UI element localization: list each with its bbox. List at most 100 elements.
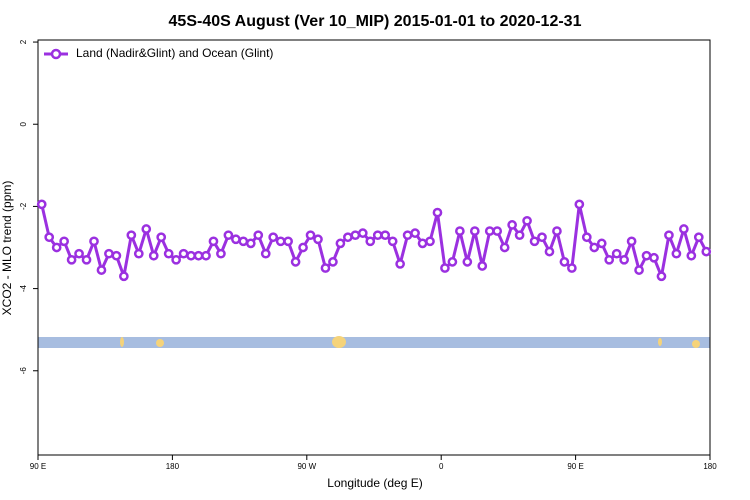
land-ocean-strip [38, 336, 710, 348]
point-marker [410, 228, 420, 238]
point-marker [649, 252, 659, 263]
point-marker [544, 246, 555, 257]
point-marker [111, 250, 122, 261]
x-tick-label: 90 E [567, 462, 583, 471]
point-marker [275, 236, 286, 247]
point-marker [298, 242, 308, 253]
point-marker [104, 248, 114, 259]
point-marker [484, 226, 495, 236]
point-marker [425, 236, 435, 247]
point-marker [74, 248, 84, 259]
y-tick-label: -4 [19, 284, 28, 292]
point-marker [178, 248, 189, 259]
x-tick-label: 0 [439, 462, 444, 471]
x-tick-label: 90 W [297, 462, 316, 471]
point-marker [186, 250, 196, 261]
ocean-strip [38, 337, 710, 348]
point-marker [656, 271, 667, 282]
point-marker [201, 250, 211, 261]
point-marker [537, 232, 547, 243]
point-marker [529, 236, 540, 247]
y-tick-label: 0 [19, 121, 28, 126]
x-axis-label: Longitude (deg E) [327, 476, 422, 490]
point-marker [171, 254, 181, 265]
legend-swatch-marker [50, 48, 62, 60]
point-marker [559, 257, 570, 267]
point-marker [223, 230, 234, 241]
point-marker [59, 236, 69, 247]
point-marker [350, 230, 361, 241]
point-marker [611, 248, 622, 259]
point-marker [238, 236, 249, 247]
point-marker [387, 236, 398, 247]
point-marker [81, 254, 92, 265]
chart-title: 45S-40S August (Ver 10_MIP) 2015-01-01 t… [169, 13, 582, 30]
point-marker [477, 261, 488, 271]
point-marker [260, 248, 271, 259]
point-marker [671, 248, 682, 259]
point-marker [664, 230, 674, 241]
point-marker [66, 254, 77, 265]
land-patch [658, 338, 662, 346]
y-tick-label: 2 [19, 39, 28, 44]
point-marker [507, 220, 517, 230]
point-marker [455, 226, 465, 236]
x-tick-label: 90 E [30, 462, 46, 471]
point-marker [268, 232, 279, 243]
point-marker [208, 236, 219, 247]
point-marker [96, 265, 107, 275]
point-marker [499, 242, 510, 253]
y-tick-label: -6 [19, 367, 28, 375]
x-tick-label: 180 [703, 462, 717, 471]
point-marker [514, 230, 525, 241]
y-tick-label: -2 [19, 202, 28, 210]
point-marker [126, 230, 137, 241]
land-patch [120, 337, 124, 347]
point-marker [574, 199, 585, 210]
point-marker [693, 232, 704, 243]
point-marker [335, 238, 346, 249]
point-marker [619, 254, 629, 265]
plot-frame [37, 39, 711, 456]
land-patch [156, 339, 164, 347]
point-marker [492, 226, 503, 236]
point-marker [36, 199, 47, 210]
y-axis-label: XCO2 - MLO trend (ppm) [0, 181, 14, 316]
point-marker [253, 230, 264, 241]
point-marker [522, 215, 532, 226]
point-marker [380, 230, 391, 241]
point-marker [163, 248, 174, 259]
point-marker [313, 234, 323, 245]
point-marker [51, 242, 62, 253]
point-marker [462, 257, 473, 267]
point-marker [133, 248, 144, 259]
land-patch [332, 336, 346, 348]
point-marker [552, 226, 562, 236]
point-marker [589, 242, 600, 253]
point-marker [156, 232, 167, 243]
point-marker [686, 250, 697, 261]
point-marker [148, 250, 159, 261]
point-marker [328, 257, 338, 267]
point-marker [567, 263, 577, 273]
point-marker [596, 238, 607, 249]
point-marker [417, 238, 428, 249]
point-marker [581, 232, 592, 243]
legend-label: Land (Nadir&Glint) and Ocean (Glint) [76, 46, 273, 60]
point-marker [626, 236, 637, 247]
point-marker [679, 224, 689, 234]
point-marker [440, 263, 450, 273]
point-marker [141, 224, 152, 234]
point-marker [44, 232, 55, 243]
point-marker [231, 234, 241, 245]
point-marker [89, 236, 99, 247]
point-marker [119, 271, 129, 282]
point-marker [365, 236, 376, 247]
point-marker [290, 257, 301, 267]
point-marker [193, 250, 204, 261]
land-patch [692, 340, 700, 348]
point-marker [604, 254, 615, 265]
point-marker [305, 230, 316, 241]
point-marker [402, 230, 413, 241]
